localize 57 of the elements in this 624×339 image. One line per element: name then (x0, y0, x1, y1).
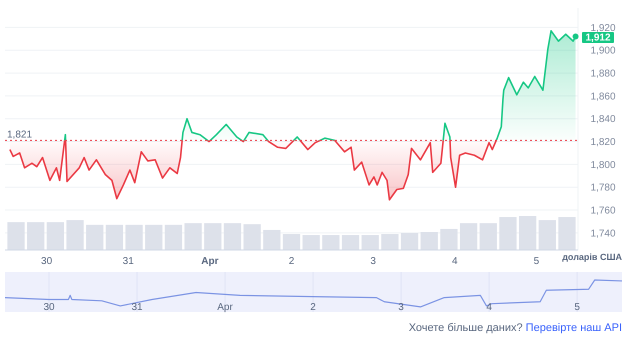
bar (322, 235, 340, 250)
bar (440, 228, 458, 250)
bar (106, 224, 124, 250)
bar (184, 223, 202, 250)
x-tick-label: 30 (43, 302, 56, 313)
y-tick-label: 1,780 (590, 182, 616, 194)
bar (342, 235, 360, 250)
bar (362, 235, 379, 250)
x-tick-label: 31 (122, 256, 134, 267)
y-tick-label: 1,900 (590, 46, 616, 57)
bar (7, 222, 25, 250)
x-tick-label: Apr (201, 256, 219, 267)
x-tick-label: 4 (452, 256, 458, 267)
bar (46, 222, 64, 250)
y-tick-label: 1,740 (590, 228, 616, 240)
bar (381, 234, 399, 250)
bar (302, 235, 320, 250)
y-tick-label: 1,760 (590, 206, 616, 217)
bar (204, 223, 222, 250)
ref-line-label: 1,821 (7, 129, 32, 140)
annotation: 1,912 (585, 32, 611, 44)
x-tick-label: 30 (41, 256, 53, 267)
bar (460, 223, 478, 250)
bar (480, 223, 497, 250)
y-tick-label: 1,880 (590, 68, 616, 80)
x-tick-label: 3 (398, 302, 404, 313)
bar (86, 224, 104, 250)
y-tick-label: 1,920 (590, 22, 616, 34)
y-axis-title: доларів США (562, 252, 622, 262)
bar (499, 217, 517, 250)
bar (518, 216, 536, 250)
bar (263, 230, 280, 250)
bar (420, 232, 438, 250)
bar (125, 224, 143, 250)
y-tick-label: 1,840 (590, 114, 616, 126)
x-tick-label: 4 (486, 302, 492, 313)
x-tick-label: Apr (217, 302, 234, 313)
y-tick-label: 1,860 (590, 91, 616, 102)
bar (243, 224, 261, 250)
bar (400, 233, 418, 250)
bar (27, 222, 44, 250)
bar (282, 234, 300, 250)
text: Хочете більше даних? Перевірте наш API (408, 322, 622, 334)
x-tick-label: 2 (310, 302, 316, 313)
bar (164, 224, 182, 250)
x-tick-label: 5 (574, 302, 580, 313)
x-tick-label: 3 (370, 256, 376, 267)
bar (558, 217, 576, 250)
x-tick-label: 31 (131, 302, 144, 313)
y-tick-label: 1,820 (590, 137, 616, 148)
x-tick-label: 2 (288, 256, 295, 267)
bar (145, 224, 162, 250)
x-tick-label: 5 (534, 256, 540, 267)
y-tick-label: 1,800 (590, 160, 616, 171)
bar (538, 220, 556, 250)
bar (66, 220, 84, 250)
bar (224, 223, 242, 250)
